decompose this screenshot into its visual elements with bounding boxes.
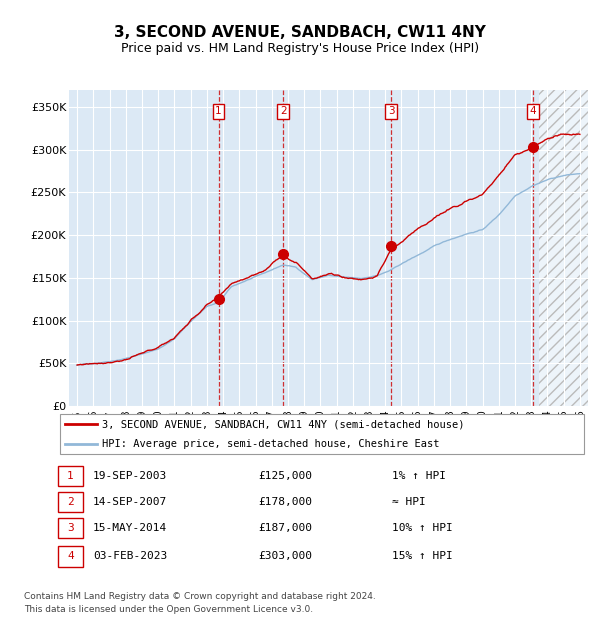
Text: 03-FEB-2023: 03-FEB-2023 [93, 551, 167, 561]
FancyBboxPatch shape [58, 492, 83, 512]
Text: ≈ HPI: ≈ HPI [392, 497, 425, 507]
Text: This data is licensed under the Open Government Licence v3.0.: This data is licensed under the Open Gov… [24, 604, 313, 614]
Text: 2: 2 [67, 497, 74, 507]
Text: 1: 1 [215, 106, 222, 117]
Text: 4: 4 [67, 551, 74, 561]
Text: 14-SEP-2007: 14-SEP-2007 [93, 497, 167, 507]
Text: 3: 3 [67, 523, 74, 533]
Text: 3: 3 [388, 106, 395, 117]
Text: £303,000: £303,000 [259, 551, 313, 561]
Text: 1% ↑ HPI: 1% ↑ HPI [392, 471, 446, 481]
Text: 15-MAY-2014: 15-MAY-2014 [93, 523, 167, 533]
Text: 15% ↑ HPI: 15% ↑ HPI [392, 551, 452, 561]
Text: 3, SECOND AVENUE, SANDBACH, CW11 4NY (semi-detached house): 3, SECOND AVENUE, SANDBACH, CW11 4NY (se… [102, 419, 464, 429]
Text: 3, SECOND AVENUE, SANDBACH, CW11 4NY: 3, SECOND AVENUE, SANDBACH, CW11 4NY [114, 25, 486, 40]
Text: 19-SEP-2003: 19-SEP-2003 [93, 471, 167, 481]
Text: 10% ↑ HPI: 10% ↑ HPI [392, 523, 452, 533]
Text: £178,000: £178,000 [259, 497, 313, 507]
FancyBboxPatch shape [58, 466, 83, 486]
Text: HPI: Average price, semi-detached house, Cheshire East: HPI: Average price, semi-detached house,… [102, 439, 440, 449]
Text: 1: 1 [67, 471, 74, 481]
Text: 4: 4 [529, 106, 536, 117]
Text: 2: 2 [280, 106, 287, 117]
Text: £125,000: £125,000 [259, 471, 313, 481]
FancyBboxPatch shape [58, 518, 83, 538]
FancyBboxPatch shape [58, 546, 83, 567]
Text: £187,000: £187,000 [259, 523, 313, 533]
FancyBboxPatch shape [59, 414, 584, 454]
Bar [539, 90, 588, 406]
Bar [539, 90, 588, 406]
Text: Contains HM Land Registry data © Crown copyright and database right 2024.: Contains HM Land Registry data © Crown c… [24, 592, 376, 601]
Text: Price paid vs. HM Land Registry's House Price Index (HPI): Price paid vs. HM Land Registry's House … [121, 42, 479, 55]
